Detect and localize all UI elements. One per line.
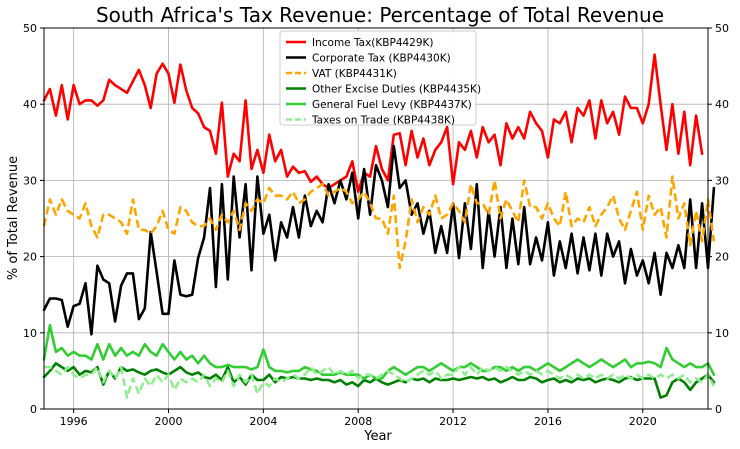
series-lines	[42, 53, 716, 399]
y-tick-label-right: 20	[715, 251, 729, 264]
legend-label-1: Corporate Tax (KBP4430K)	[312, 53, 451, 65]
x-tick-label: 2008	[344, 415, 372, 428]
x-tick-label: 2004	[249, 415, 277, 428]
legend-label-4: General Fuel Levy (KBP4437K)	[312, 99, 472, 111]
y-axis-title: % of Total Revenue	[6, 156, 21, 280]
y-tick-label-left: 40	[23, 98, 37, 111]
x-tick-label: 2016	[534, 415, 562, 428]
x-tick-label: 2000	[155, 415, 183, 428]
legend: Income Tax(KBP4429K) Corporate Tax (KBP44…	[279, 30, 481, 127]
y-tick-label-left: 0	[30, 403, 37, 416]
y-tick-label-left: 30	[23, 174, 37, 187]
y-tick-label-left: 20	[23, 251, 37, 264]
series-line-2	[42, 175, 716, 270]
x-tick-label: 2012	[439, 415, 467, 428]
x-tick-label: 2020	[629, 415, 657, 428]
plot-frame	[43, 27, 709, 410]
series-line-4	[42, 323, 716, 380]
y-tick-label-right: 50	[715, 22, 729, 35]
series-line-5	[44, 365, 716, 399]
legend-box	[279, 30, 477, 126]
chart-title: South Africa's Tax Revenue: Percentage o…	[96, 3, 664, 27]
legend-label-3: Other Excise Duties (KBP4435K)	[312, 84, 481, 96]
legend-label-2: VAT (KBP4431K)	[312, 68, 397, 80]
series-line-1	[42, 144, 716, 336]
y-tick-label-right: 0	[715, 403, 722, 416]
series-line-0	[42, 53, 704, 194]
y-tick-label-left: 50	[23, 22, 37, 35]
y-tick-label-right: 30	[715, 174, 729, 187]
x-axis-title: Year	[363, 429, 392, 444]
legend-label-0: Income Tax(KBP4429K)	[312, 37, 434, 49]
y-tick-label-right: 10	[715, 327, 729, 340]
legend-label-5: Taxes on Trade (KBP4438K)	[311, 115, 455, 127]
y-tick-label-left: 10	[23, 327, 37, 340]
y-tick-label-right: 40	[715, 98, 729, 111]
series-line-3	[42, 361, 716, 399]
x-tick-label: 1996	[60, 415, 88, 428]
